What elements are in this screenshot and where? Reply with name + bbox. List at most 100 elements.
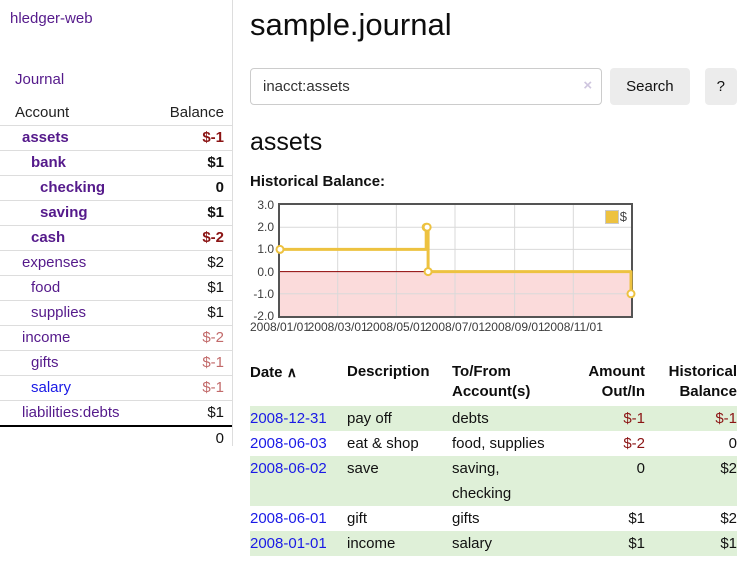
- register-description-cell: save: [347, 456, 452, 506]
- register-table-body: 2008-12-31 pay off debts $-1 $-1 2008-06-03 ea…: [250, 406, 737, 556]
- sidebar: hledger-web Journal Account Balance asse…: [0, 0, 233, 451]
- register-accounts-cell: salary: [452, 531, 562, 556]
- transaction-date-link[interactable]: 2008-06-01: [250, 510, 327, 527]
- account-name-cell: liabilities:debts: [0, 400, 152, 427]
- accounts-header-account: Account: [0, 101, 152, 126]
- x-tick-label: 2008/05/01: [366, 320, 427, 334]
- account-name-cell: supplies: [0, 300, 152, 326]
- account-name-cell: expenses: [0, 250, 152, 276]
- legend-label: $: [619, 209, 627, 224]
- account-balance: $-2: [152, 325, 232, 351]
- account-heading: assets: [250, 128, 323, 156]
- search-form: × Search ?: [250, 68, 737, 105]
- y-tick-label: -2.0: [253, 309, 274, 323]
- account-balance: $-2: [152, 225, 232, 251]
- transaction-date-link[interactable]: 2008-01-01: [250, 535, 327, 552]
- clear-search-icon[interactable]: ×: [583, 77, 593, 94]
- register-header-balance: Historical Balance: [668, 363, 737, 400]
- app-title-link[interactable]: hledger-web: [10, 10, 93, 27]
- search-input-wrap: ×: [250, 68, 603, 105]
- account-balance: $-1: [152, 350, 232, 376]
- account-balance: $1: [152, 200, 232, 226]
- register-row: 2008-01-01 income salary $1 $1: [250, 531, 737, 556]
- account-link[interactable]: bank: [31, 154, 67, 171]
- transaction-date-link[interactable]: 2008-06-03: [250, 435, 327, 452]
- chart-plot-area: $: [275, 203, 636, 318]
- register-row: 2008-06-01 gift gifts $1 $2: [250, 506, 737, 531]
- account-balance: $1: [152, 275, 232, 301]
- register-description-cell: income: [347, 531, 452, 556]
- y-tick-label: 2.0: [257, 220, 274, 235]
- register-accounts-cell: saving, checking: [452, 456, 562, 506]
- register-amount-cell: $-2: [623, 435, 645, 452]
- account-row: checking 0: [0, 175, 232, 201]
- register-header-row: Date ∧ Description To/From Account(s) Am…: [250, 362, 737, 406]
- chart-y-axis-labels: 3.0 2.0 1.0 0.0 -1.0 -2.0: [250, 198, 274, 323]
- register-date-cell: 2008-06-03: [250, 431, 347, 456]
- register-header-description: Description: [347, 363, 430, 380]
- x-tick-label: 2008/03/01: [307, 320, 368, 334]
- register-accounts-cell: gifts: [452, 510, 480, 527]
- x-tick-label: 2008/01/01: [249, 320, 311, 334]
- page-title: sample.journal: [250, 7, 452, 42]
- register-amount-cell: $-1: [562, 406, 645, 431]
- account-link[interactable]: liabilities:debts: [22, 404, 120, 421]
- register-accounts-cell: debts: [452, 406, 562, 431]
- historical-balance-chart: 3.0 2.0 1.0 0.0 -1.0 -2.0 $ 2008/01/01 2008/03…: [250, 198, 737, 335]
- help-button[interactable]: ?: [704, 68, 737, 105]
- chart-legend: $: [603, 209, 628, 224]
- account-link[interactable]: supplies: [31, 304, 87, 321]
- sidebar-item-journal[interactable]: Journal: [15, 71, 65, 88]
- accounts-table-body: assets $-1 bank $1 checking 0 saving $1 cash $-2 e…: [0, 125, 232, 427]
- y-tick-label: 3.0: [257, 198, 274, 212]
- account-link[interactable]: gifts: [31, 354, 59, 371]
- account-row: gifts $-1: [0, 350, 232, 376]
- account-name-cell: cash: [0, 225, 152, 251]
- account-link[interactable]: cash: [31, 229, 66, 246]
- register-row: 2008-06-03 eat & shop food, supplies $-2 0: [250, 431, 737, 456]
- account-link[interactable]: checking: [40, 179, 106, 196]
- register-balance-cell: $-1: [645, 406, 737, 431]
- data-point-marker: [626, 289, 636, 299]
- account-link[interactable]: expenses: [22, 254, 87, 271]
- register-row: 2008-06-02 save saving, checking 0 $2: [250, 456, 737, 506]
- account-row: bank $1: [0, 150, 232, 176]
- search-button[interactable]: Search: [610, 68, 690, 105]
- register-date-cell: 2008-06-01: [250, 506, 347, 531]
- account-link[interactable]: food: [31, 279, 61, 296]
- accounts-header-row: Account Balance: [0, 101, 232, 126]
- account-name-cell: food: [0, 275, 152, 301]
- register-amount-cell: $1: [628, 510, 645, 527]
- account-row: food $1: [0, 275, 232, 301]
- register-balance-cell: $1: [645, 531, 737, 556]
- register-date-cell: 2008-01-01: [250, 531, 347, 556]
- account-name-cell: checking: [0, 175, 152, 201]
- register-amount-cell: 0: [562, 456, 645, 506]
- transaction-date-link[interactable]: 2008-12-31: [250, 410, 327, 427]
- transaction-date-link[interactable]: 2008-06-02: [250, 460, 327, 477]
- account-row: liabilities:debts $1: [0, 400, 232, 427]
- register-balance-cell: $2: [720, 510, 737, 527]
- chart-title: Historical Balance:: [250, 173, 386, 190]
- account-link[interactable]: income: [22, 329, 71, 346]
- account-name-cell: salary: [0, 375, 152, 401]
- account-link[interactable]: salary: [31, 379, 72, 396]
- y-tick-label: 0.0: [257, 264, 274, 279]
- account-balance: $1: [152, 150, 232, 176]
- register-header-date[interactable]: Date ∧: [250, 364, 297, 381]
- account-link[interactable]: saving: [40, 204, 88, 221]
- accounts-total-value: 0: [152, 425, 232, 451]
- register-row: 2008-12-31 pay off debts $-1 $-1: [250, 406, 737, 431]
- x-tick-label: 2008/11/01: [543, 320, 603, 334]
- accounts-header-balance: Balance: [152, 101, 232, 126]
- register-balance-cell: $2: [645, 456, 737, 506]
- account-name-cell: saving: [0, 200, 152, 226]
- account-name-cell: bank: [0, 150, 152, 176]
- account-row: expenses $2: [0, 250, 232, 276]
- account-name-cell: assets: [0, 125, 152, 151]
- chart-x-axis-labels: 2008/01/01 2008/03/01 2008/05/01 2008/07/01…: [250, 318, 737, 335]
- account-link[interactable]: assets: [22, 129, 69, 146]
- search-input[interactable]: [250, 68, 603, 105]
- account-balance: 0: [152, 175, 232, 201]
- data-point-marker: [422, 222, 432, 232]
